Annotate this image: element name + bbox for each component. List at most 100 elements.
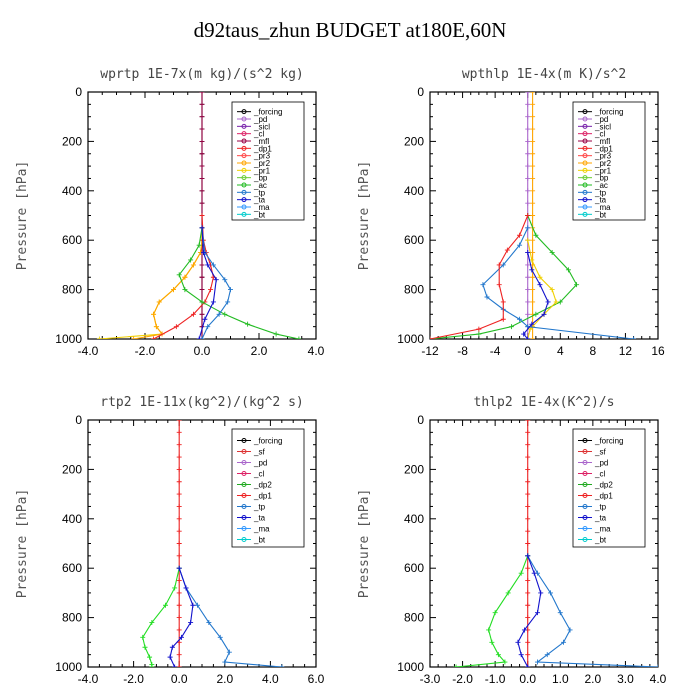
legend-label: _sf [253, 448, 265, 457]
series-point [476, 326, 482, 332]
series-point [525, 615, 531, 621]
series-group [96, 92, 302, 339]
series-point [525, 299, 531, 305]
panel-title: rtp2 1E-11x(kg^2)/(kg^2 s) [100, 395, 304, 410]
series-point [525, 336, 531, 339]
series-point [525, 250, 531, 256]
legend-marker [241, 438, 247, 443]
legend-label: _pr2 [253, 159, 271, 168]
series-point [525, 175, 531, 181]
legend-label: _bp [594, 174, 609, 183]
series-point [530, 163, 536, 169]
legend-marker [582, 515, 588, 520]
legend-marker [582, 449, 588, 454]
series-point [480, 282, 486, 288]
legend-marker [241, 175, 247, 181]
series-point [525, 516, 531, 522]
legend-label: _sicl [594, 122, 611, 131]
series-point [574, 282, 580, 288]
series-point [537, 282, 543, 288]
legend-label: _pd [594, 459, 608, 468]
legend-label: _cl [253, 130, 264, 139]
series-point [176, 541, 182, 546]
legend-marker [241, 167, 247, 173]
y-tick-label: 1000 [55, 660, 82, 674]
series-point [567, 627, 573, 633]
series-line [527, 240, 557, 339]
series-point [225, 299, 231, 305]
series-line [456, 555, 529, 667]
series-point [151, 336, 157, 339]
series-point [530, 274, 536, 280]
x-tick-label: 8 [590, 344, 597, 358]
x-tick-label: -3.0 [420, 672, 441, 686]
series-point [529, 321, 535, 327]
series-point [199, 188, 205, 194]
series-point [525, 311, 531, 317]
legend-label: _ma [594, 525, 611, 534]
series-point [530, 336, 536, 339]
series-point [296, 336, 302, 339]
legend-box [572, 428, 646, 548]
legend-marker [582, 493, 588, 498]
series-point [505, 590, 511, 596]
series-point [226, 649, 232, 655]
series-point [534, 659, 540, 665]
y-axis-label: Pressure [hPa] [357, 489, 372, 599]
series-point [529, 267, 535, 273]
legend: _forcing_pd_sicl_cl_mfl_dp1_pr3_pr2_pr1_… [572, 101, 646, 221]
series-point [530, 237, 536, 243]
legend-marker [582, 537, 588, 542]
legend-marker [241, 145, 247, 151]
series-point [199, 274, 205, 280]
legend-label: _bt [253, 210, 266, 219]
series-point [530, 250, 536, 256]
series-point [176, 664, 182, 667]
legend-marker [582, 145, 588, 151]
series-point [176, 553, 182, 559]
legend: _forcing_pd_sicl_cl_mfl_dp1_pr3_pr2_pr1_… [231, 101, 305, 221]
series-point [544, 652, 550, 658]
series-point [199, 287, 205, 293]
series-point [199, 225, 205, 231]
series-point [525, 442, 531, 448]
legend-marker [582, 109, 588, 115]
series-point [149, 620, 155, 626]
series-point [200, 250, 206, 256]
series-point [176, 627, 182, 633]
legend-marker [241, 197, 247, 203]
series-point [525, 553, 531, 559]
series-point [213, 277, 219, 283]
legend-label: _forcing [253, 437, 282, 446]
series-point [530, 92, 536, 95]
y-tick-label: 1000 [397, 332, 424, 346]
series-line [178, 568, 282, 667]
series-point [167, 654, 173, 660]
series-point [153, 324, 159, 330]
series-point [199, 336, 205, 339]
x-tick-label: 0.0 [171, 672, 188, 686]
series-point [530, 213, 536, 218]
legend-label: _cl [253, 470, 264, 479]
series-point [206, 620, 212, 626]
y-tick-label: 1000 [397, 660, 424, 674]
series-point [525, 602, 531, 608]
series-point [515, 639, 521, 645]
legend-label: _tp [253, 188, 266, 197]
series-point [525, 565, 531, 571]
series-point [149, 664, 155, 667]
x-tick-label: -8 [457, 344, 468, 358]
series-point [525, 466, 531, 472]
y-axis-label: Pressure [hPa] [15, 489, 30, 599]
x-tick-label: -12 [421, 344, 439, 358]
legend-marker [582, 526, 588, 531]
legend-label: _forcing [253, 108, 282, 117]
y-tick-label: 400 [404, 512, 424, 526]
series-point [525, 92, 531, 95]
series-point [151, 311, 157, 317]
series-point [176, 466, 182, 472]
series-point [525, 528, 531, 534]
series-point [525, 200, 531, 206]
legend-marker [582, 138, 588, 144]
